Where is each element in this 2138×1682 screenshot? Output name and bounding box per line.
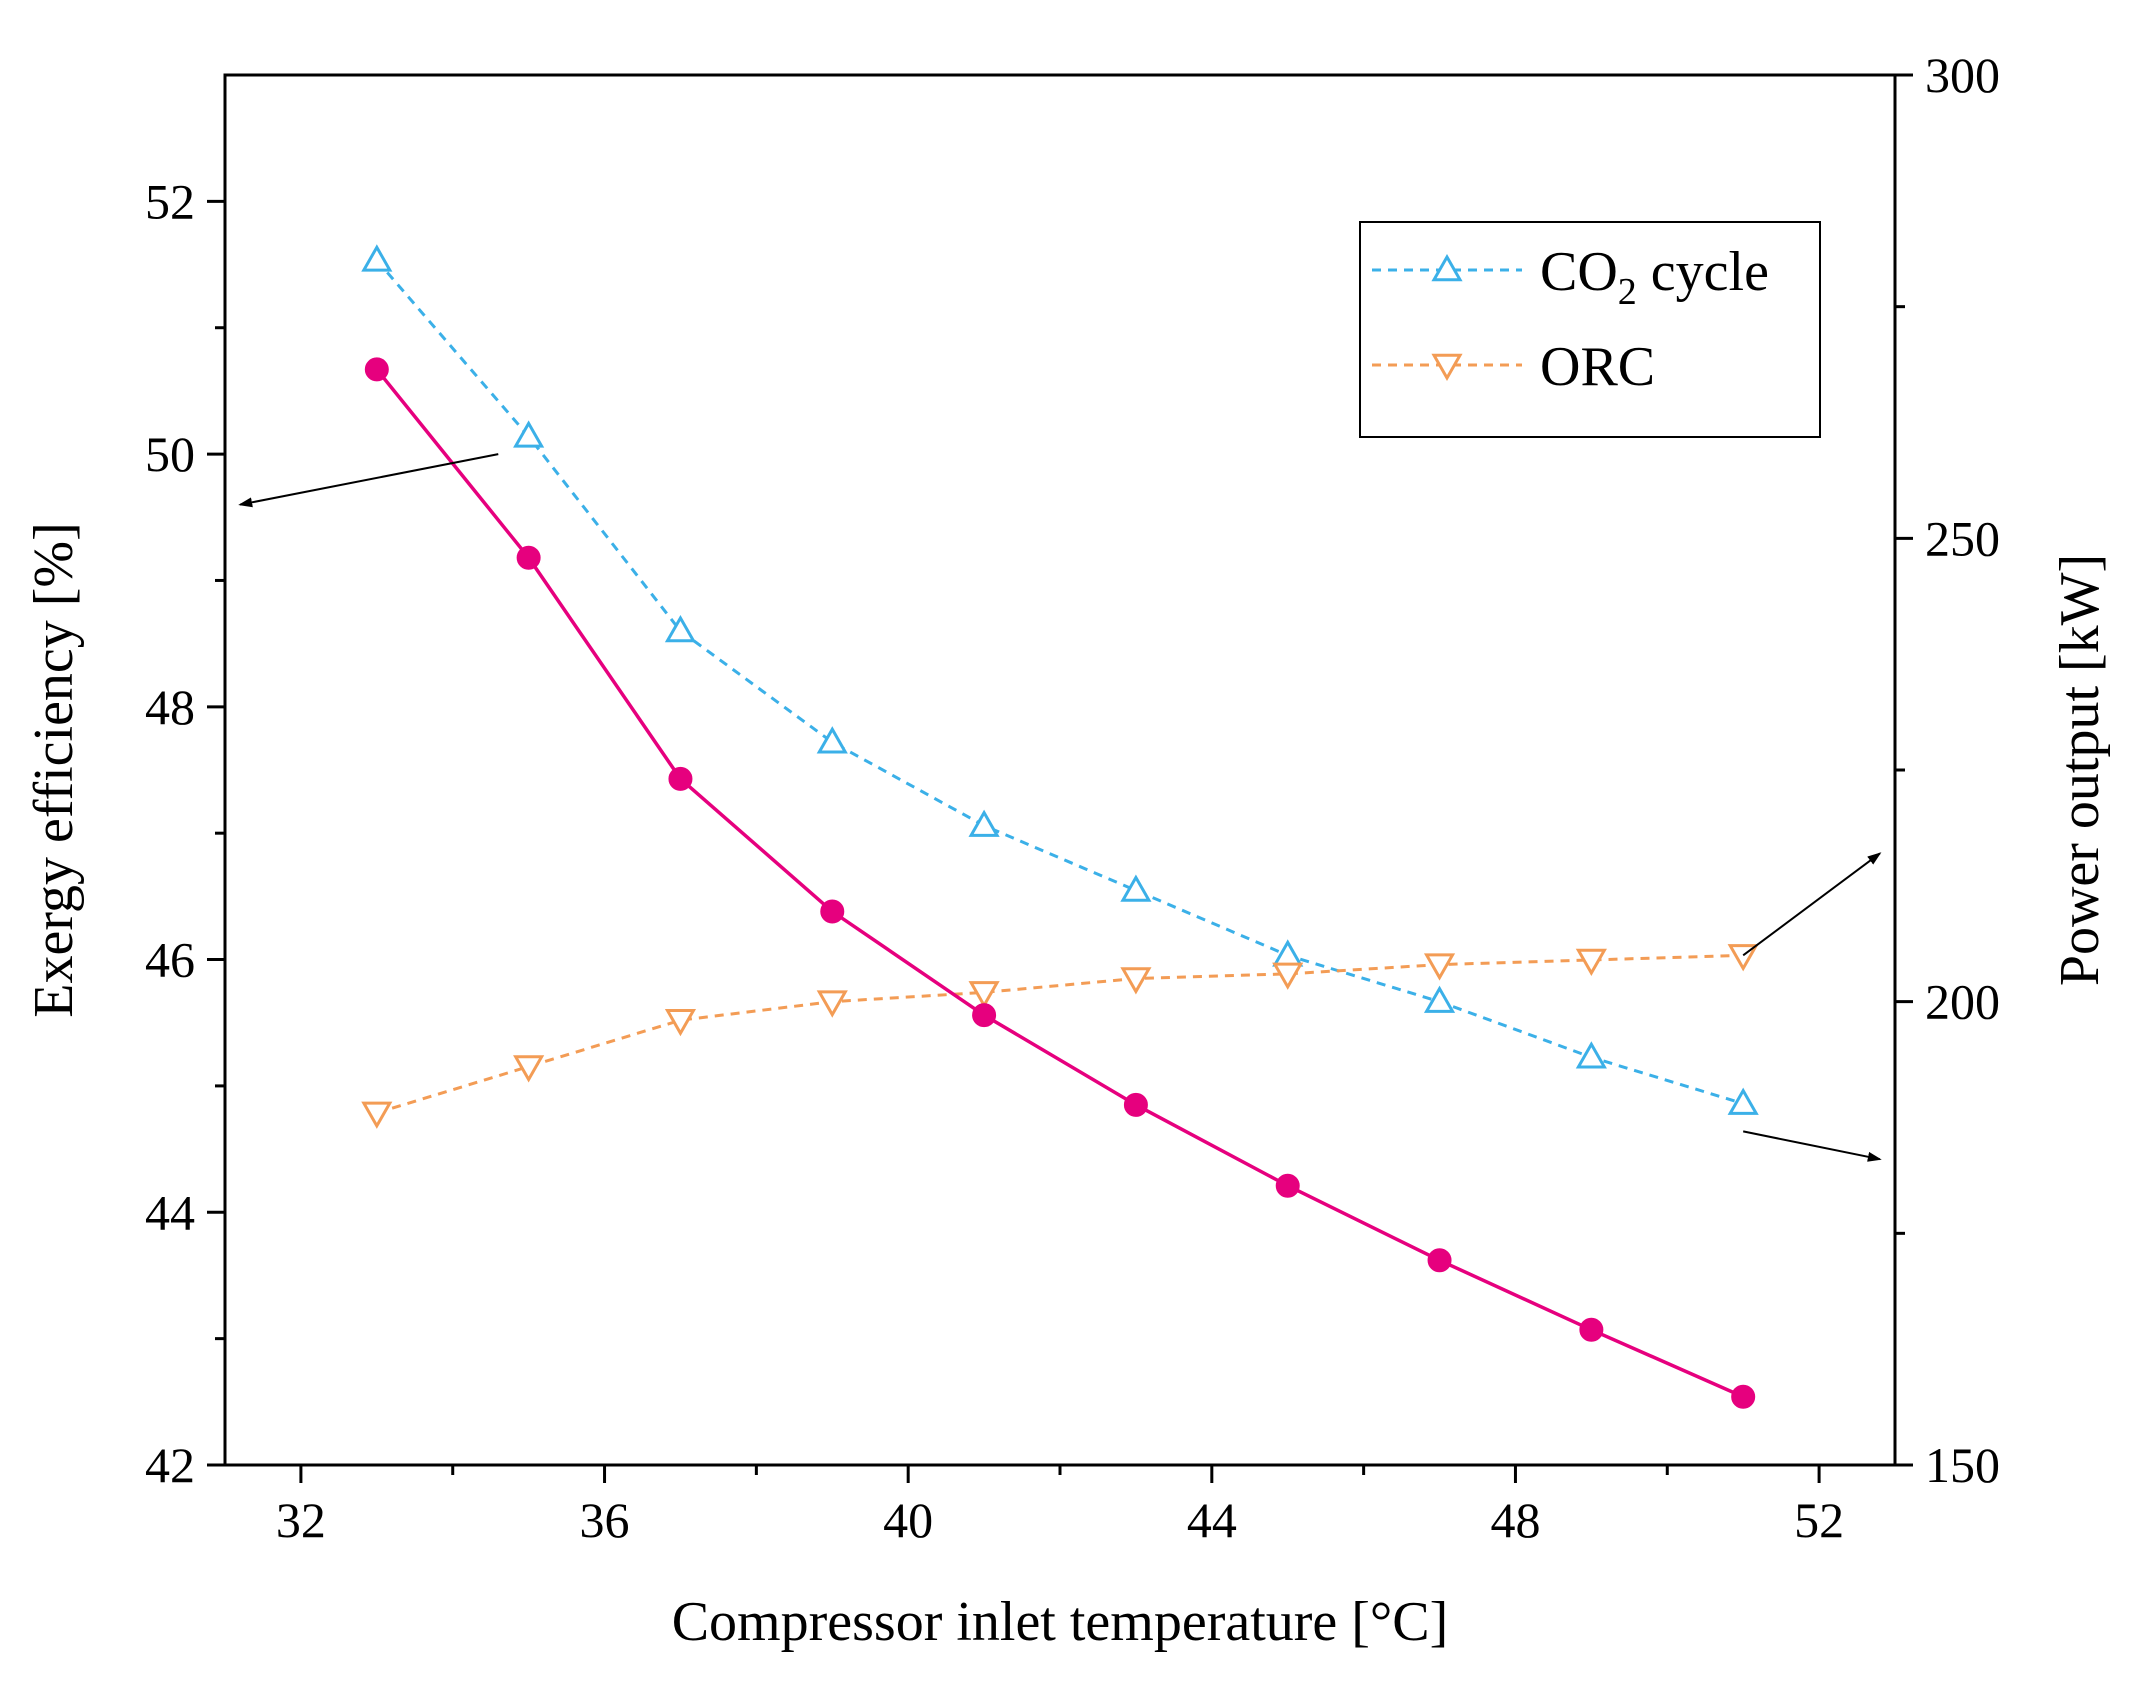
- annotation-arrow: [238, 453, 499, 508]
- data-point: [664, 1008, 697, 1037]
- legend-marker: [1431, 353, 1463, 382]
- legend-item-orc: ORC: [1372, 336, 1655, 398]
- data-point: [513, 1055, 545, 1083]
- data-point: [1579, 1317, 1604, 1342]
- data-point: [1731, 1384, 1756, 1409]
- series-line-co2-cycle: [375, 259, 1744, 1106]
- y-right-tick-label: 150: [1925, 1437, 2000, 1493]
- data-point: [513, 420, 545, 448]
- x-tick-label: 36: [580, 1492, 630, 1548]
- series-co2-cycle: [361, 244, 1759, 1115]
- data-point: [1120, 874, 1152, 902]
- legend-box: [1359, 221, 1821, 438]
- data-point: [1423, 985, 1456, 1013]
- y-right-axis-title: Power output [kW]: [2049, 554, 2111, 986]
- x-tick-label: 48: [1490, 1492, 1540, 1548]
- data-point: [1727, 1087, 1759, 1115]
- x-tick-label: 32: [276, 1492, 326, 1548]
- data-point: [1575, 1041, 1607, 1069]
- data-point: [968, 809, 1000, 837]
- y-left-tick-label: 46: [145, 932, 195, 988]
- series-exergy-efficiency: [364, 357, 1756, 1409]
- y-right-tick-label: 300: [1925, 47, 2000, 103]
- annotation-arrow: [1742, 852, 1882, 957]
- y-left-tick-label: 52: [145, 173, 195, 229]
- y-left-axis-title: Exergy efficiency [%]: [23, 522, 85, 1017]
- legend: CO2 cycle ORC: [1359, 221, 1821, 438]
- data-point: [1427, 1248, 1452, 1273]
- y-left-tick-label: 42: [145, 1437, 195, 1493]
- data-point: [968, 981, 1000, 1009]
- data-point: [1272, 939, 1304, 967]
- series-line-exergy-efficiency: [375, 368, 1744, 1399]
- data-point: [1120, 967, 1152, 995]
- x-tick-label: 40: [883, 1492, 933, 1548]
- data-point: [1575, 948, 1607, 976]
- data-point: [361, 244, 393, 272]
- legend-label: ORC: [1540, 336, 1655, 398]
- x-axis-title: Compressor inlet temperature [°C]: [672, 1591, 1449, 1653]
- legend-label: CO2 cycle: [1540, 241, 1769, 313]
- annotation-arrow: [1742, 1130, 1882, 1162]
- x-tick-label: 44: [1187, 1492, 1237, 1548]
- series-layer: [361, 244, 1759, 1409]
- data-point: [816, 990, 848, 1018]
- annotation-layer: [238, 453, 1882, 1162]
- data-point: [364, 357, 389, 382]
- y-right-tick-label: 250: [1925, 510, 2000, 566]
- data-point: [820, 899, 845, 924]
- data-point: [668, 766, 693, 791]
- data-point: [664, 614, 697, 643]
- data-point: [972, 1003, 997, 1028]
- y-right-tick-label: 200: [1925, 974, 2000, 1030]
- data-point: [516, 545, 541, 570]
- x-tick-label: 52: [1794, 1492, 1844, 1548]
- data-point: [1123, 1092, 1148, 1117]
- y-left-tick-label: 50: [145, 426, 195, 482]
- y-left-tick-label: 44: [145, 1184, 195, 1240]
- series-line-orc: [376, 953, 1744, 1115]
- data-point: [1272, 962, 1304, 990]
- axis-ticks: 32 36 40 44 48 52 42 44 46 48 50 52 150 200 250 300: [145, 47, 2000, 1548]
- legend-item-co2-cycle: CO2 cycle: [1372, 241, 1769, 313]
- y-left-tick-label: 48: [145, 679, 195, 735]
- data-point: [816, 726, 848, 754]
- data-point: [361, 1101, 393, 1129]
- legend-marker: [1431, 253, 1463, 282]
- data-point: [1275, 1173, 1300, 1198]
- data-point: [1423, 953, 1456, 981]
- series-orc: [361, 944, 1759, 1129]
